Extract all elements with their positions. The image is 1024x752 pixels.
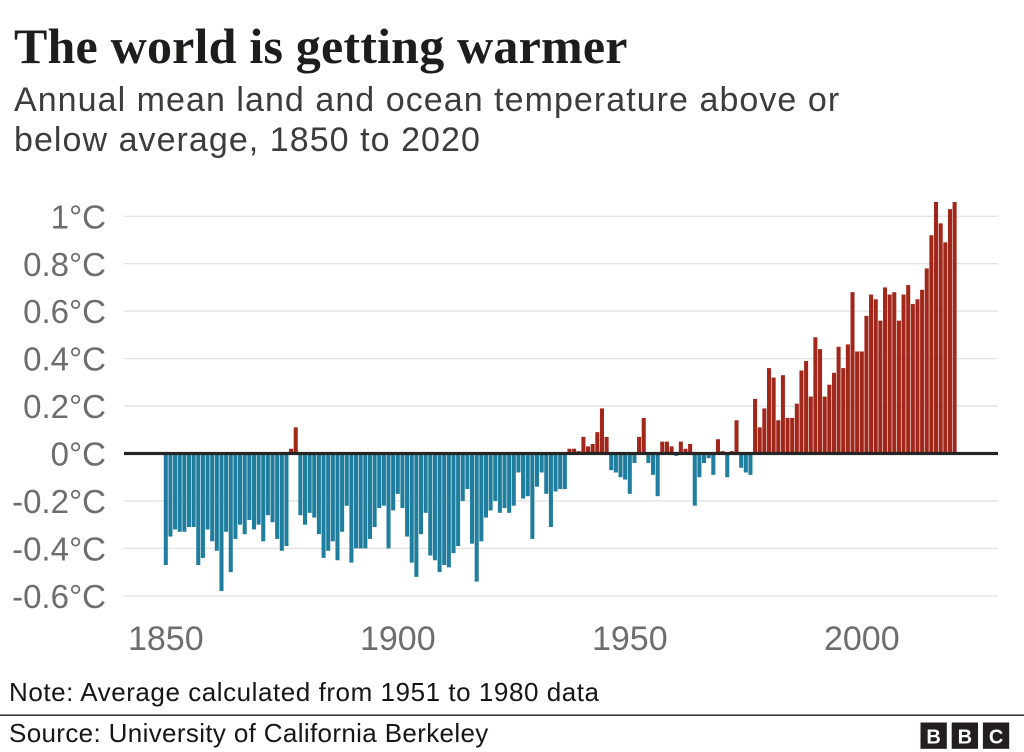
svg-text:0.2°C: 0.2°C — [23, 388, 106, 425]
svg-text:Source: University of Californ: Source: University of California Berkele… — [9, 718, 489, 748]
svg-text:C: C — [989, 727, 1003, 749]
svg-text:Note: Average calculated from: Note: Average calculated from 1951 to 19… — [9, 677, 600, 707]
svg-text:below average, 1850 to 2020: below average, 1850 to 2020 — [14, 121, 481, 159]
svg-text:-0.2°C: -0.2°C — [12, 483, 106, 520]
svg-text:B: B — [958, 727, 972, 749]
svg-text:1°C: 1°C — [51, 198, 106, 235]
svg-text:The world is getting warmer: The world is getting warmer — [14, 18, 628, 74]
svg-text:B: B — [926, 727, 940, 749]
svg-text:1950: 1950 — [592, 620, 668, 658]
svg-text:1850: 1850 — [128, 620, 204, 658]
svg-text:1900: 1900 — [360, 620, 436, 658]
svg-text:0.6°C: 0.6°C — [23, 293, 106, 330]
svg-text:-0.6°C: -0.6°C — [12, 578, 106, 615]
svg-text:0°C: 0°C — [51, 436, 106, 473]
svg-text:Annual mean land and ocean tem: Annual mean land and ocean temperature a… — [14, 81, 840, 119]
svg-text:0.4°C: 0.4°C — [23, 341, 106, 378]
svg-text:2000: 2000 — [824, 620, 900, 658]
svg-text:-0.4°C: -0.4°C — [12, 530, 106, 567]
svg-text:0.8°C: 0.8°C — [23, 246, 106, 283]
